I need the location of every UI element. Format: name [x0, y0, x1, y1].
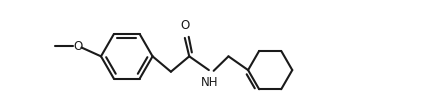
Text: O: O — [180, 19, 190, 32]
Text: O: O — [74, 40, 83, 53]
Text: NH: NH — [201, 76, 218, 89]
